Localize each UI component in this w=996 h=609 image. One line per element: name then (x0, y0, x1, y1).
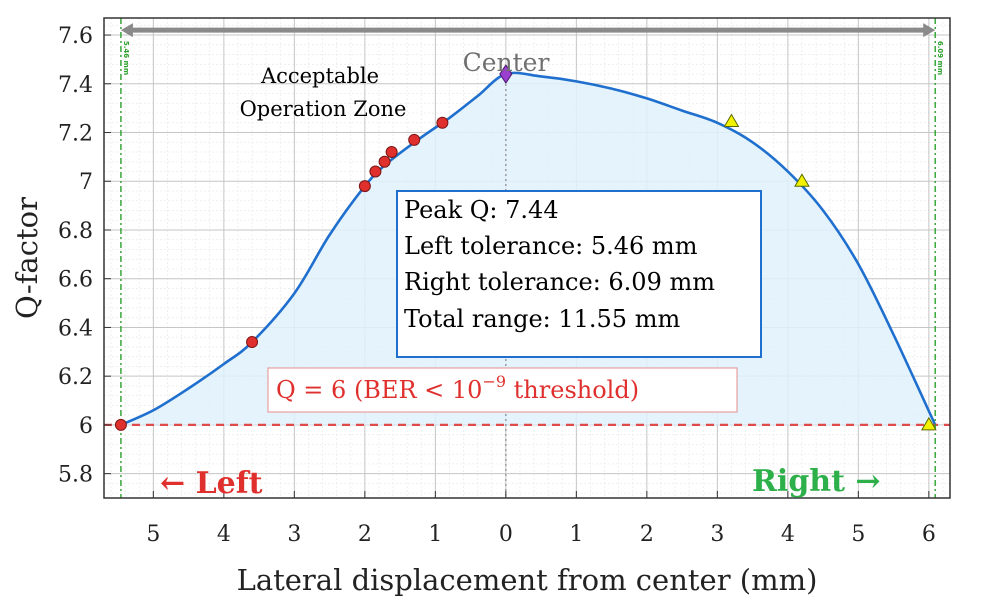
x-tick-label: 4 (217, 522, 231, 547)
y-tick-label: 7.6 (58, 24, 93, 49)
y-axis-title: Q-factor (10, 197, 44, 319)
x-tick-label: 3 (287, 522, 301, 547)
left-point-marker (408, 133, 421, 146)
zone-label-line1: Acceptable (260, 64, 379, 88)
y-tick-label: 7.2 (58, 122, 93, 147)
left-limit-label: 5.46 mm (122, 41, 130, 75)
zone-label-line2: Operation Zone (240, 97, 407, 121)
threshold-label-exp: −9 (482, 372, 506, 391)
info-left-tolerance: Left tolerance: 5.46 mm (404, 232, 698, 260)
x-tick-label: 5 (146, 522, 160, 547)
x-tick-label: 1 (569, 522, 583, 547)
x-axis-title: Lateral displacement from center (mm) (237, 563, 818, 597)
right-point-marker (794, 173, 810, 187)
right-point-marker (723, 113, 740, 128)
x-tick-label: 5 (851, 522, 865, 547)
y-tick-label: 7 (79, 170, 93, 195)
info-box: Peak Q: 7.44 Left tolerance: 5.46 mm Rig… (396, 190, 762, 358)
threshold-label-frame (267, 367, 738, 413)
range-arrow-right-head (923, 23, 936, 38)
y-tick-label: 7.4 (58, 73, 93, 98)
info-peak-q: Peak Q: 7.44 (404, 196, 559, 224)
info-total-range: Total range: 11.55 mm (404, 305, 680, 333)
info-right-tolerance: Right tolerance: 6.09 mm (404, 268, 715, 296)
range-arrow-left-head (120, 23, 133, 38)
x-tick-label: 0 (499, 522, 513, 547)
x-tick-label: 2 (640, 522, 654, 547)
y-tick-label: 6.8 (58, 219, 93, 244)
x-tick-label: 1 (428, 522, 442, 547)
right-limit-label: 6.09 mm (936, 41, 944, 75)
x-tick-label: 6 (922, 522, 936, 547)
threshold-label-end: threshold) (506, 376, 639, 404)
plot-frame (103, 17, 951, 499)
peak-marker (499, 64, 513, 84)
threshold-label-main: Q = 6 (BER < 10 (276, 376, 482, 404)
left-point-marker (358, 180, 371, 193)
y-tick-label: 6 (79, 414, 93, 439)
left-point-marker (385, 146, 398, 159)
left-point-marker (114, 418, 127, 431)
y-tick-label: 6.4 (58, 316, 93, 341)
left-point-marker (369, 165, 382, 178)
right-direction-label: Right → (752, 464, 881, 499)
right-point-marker (920, 416, 937, 431)
x-tick-label: 4 (781, 522, 795, 547)
left-point-marker (378, 155, 391, 168)
x-tick-label: 2 (358, 522, 372, 547)
x-tick-label: 3 (710, 522, 724, 547)
left-point-marker (246, 336, 259, 349)
tick-labels-layer: 5 4 3 2 1 0 1 2 3 4 5 6 5.8 6 6.2 6.4 6.6 6.8 7 7.2 7.4 7.6 (58, 24, 936, 547)
y-tick-label: 6.2 (58, 365, 93, 390)
threshold-label-group: Q = 6 (BER < 10−9 threshold) (267, 367, 738, 413)
info-box-frame (396, 190, 762, 358)
y-tick-label: 6.6 (58, 268, 93, 293)
y-tick-label: 5.8 (58, 463, 93, 488)
markers-layer (114, 64, 937, 431)
threshold-label: Q = 6 (BER < 10−9 threshold) (276, 372, 639, 404)
peak-label: Center (463, 48, 550, 77)
left-direction-label: ← Left (160, 466, 263, 501)
left-point-marker (436, 116, 449, 129)
